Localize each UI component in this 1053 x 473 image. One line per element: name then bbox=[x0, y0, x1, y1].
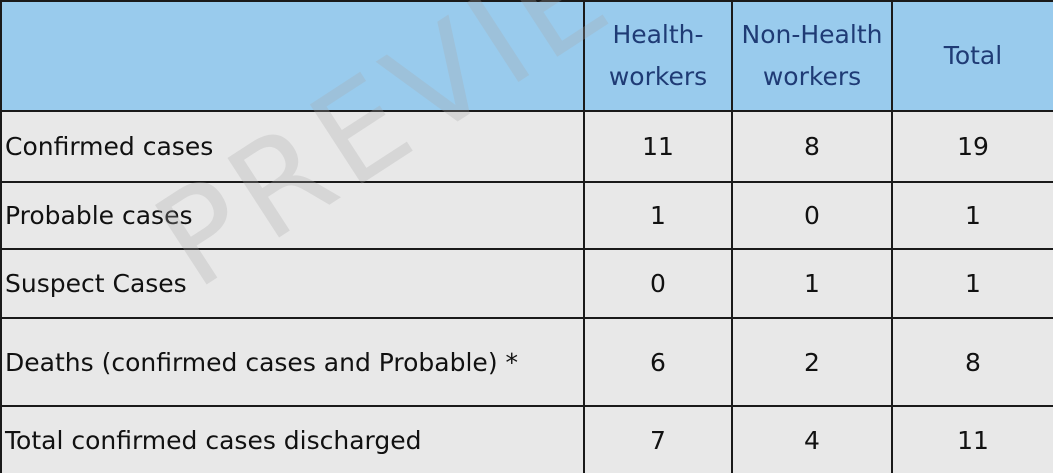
row-label: Deaths (confirmed cases and Probable) * bbox=[0, 317, 585, 407]
table-row: Probable cases 1 0 1 bbox=[0, 181, 1053, 250]
health-workers-value: 7 bbox=[583, 405, 733, 473]
table-row: Total confirmed cases discharged 7 4 11 bbox=[0, 405, 1053, 473]
header-health-workers: Health- workers bbox=[583, 0, 733, 112]
header-total: Total bbox=[891, 0, 1053, 112]
table-row: Suspect Cases 0 1 1 bbox=[0, 248, 1053, 319]
header-non-health-workers-line2: workers bbox=[762, 62, 862, 91]
health-workers-value: 11 bbox=[583, 110, 733, 183]
total-value: 8 bbox=[891, 317, 1053, 407]
health-workers-value: 0 bbox=[583, 248, 733, 319]
non-health-workers-value: 1 bbox=[731, 248, 893, 319]
total-value: 11 bbox=[891, 405, 1053, 473]
row-label: Probable cases bbox=[0, 181, 585, 250]
header-row: Health- workers Non-Health workers Total bbox=[0, 0, 1053, 112]
header-empty-cell bbox=[0, 0, 585, 112]
health-workers-value: 6 bbox=[583, 317, 733, 407]
non-health-workers-value: 2 bbox=[731, 317, 893, 407]
row-label: Confirmed cases bbox=[0, 110, 585, 183]
header-non-health-workers: Non-Health workers bbox=[731, 0, 893, 112]
row-label: Suspect Cases bbox=[0, 248, 585, 319]
header-non-health-workers-line1: Non-Health bbox=[741, 20, 883, 49]
header-health-workers-line1: Health- bbox=[612, 20, 704, 49]
header-health-workers-line2: workers bbox=[608, 62, 708, 91]
table-row: Deaths (confirmed cases and Probable) * … bbox=[0, 317, 1053, 407]
total-value: 19 bbox=[891, 110, 1053, 183]
non-health-workers-value: 0 bbox=[731, 181, 893, 250]
row-label: Total confirmed cases discharged bbox=[0, 405, 585, 473]
non-health-workers-value: 8 bbox=[731, 110, 893, 183]
table-row: Confirmed cases 11 8 19 bbox=[0, 110, 1053, 183]
non-health-workers-value: 4 bbox=[731, 405, 893, 473]
total-value: 1 bbox=[891, 181, 1053, 250]
health-workers-value: 1 bbox=[583, 181, 733, 250]
total-value: 1 bbox=[891, 248, 1053, 319]
